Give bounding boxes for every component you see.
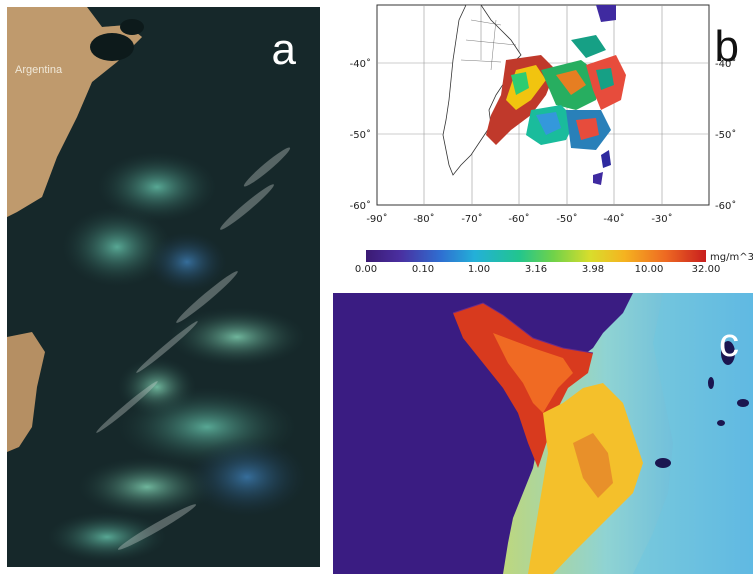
colorbar-tick: 10.00	[634, 264, 664, 275]
y-tick-right: -50˚	[715, 129, 736, 141]
colorbar	[366, 250, 706, 262]
panel-letter-c: c	[719, 321, 739, 365]
x-tick: -50˚	[556, 213, 577, 225]
satellite-image	[7, 7, 320, 567]
y-tick-left: -40˚	[350, 58, 371, 70]
colorbar-tick: 1.00	[467, 264, 491, 275]
x-tick: -70˚	[461, 213, 482, 225]
panel-letter-b: b	[714, 22, 739, 71]
chlorophyll-map: -40˚ -50˚ -60˚ -40˚ -50˚ -60˚ -90˚ -80˚ …	[350, 4, 736, 225]
satellite-image-panel: a Argentina	[7, 7, 320, 567]
y-tick-left: -60˚	[350, 200, 371, 212]
y-tick-right: -60˚	[715, 200, 736, 212]
x-tick: -40˚	[603, 213, 624, 225]
colorbar-tick: 3.98	[581, 264, 605, 275]
y-tick-right: -40˚	[715, 58, 736, 70]
chlorophyll-detail-image	[333, 293, 753, 574]
x-tick: -80˚	[413, 213, 434, 225]
colorbar-tick: 0.00	[354, 264, 378, 275]
chlorophyll-detail-panel: c	[333, 293, 753, 574]
colorbar-tick: 32.00	[691, 264, 721, 275]
chlorophyll-map-panel: -40˚ -50˚ -60˚ -40˚ -50˚ -60˚ -90˚ -80˚ …	[331, 0, 753, 290]
colorbar-tick: 0.10	[411, 264, 435, 275]
colorbar-unit: mg/m^3	[710, 252, 753, 263]
colorbar-tick: 3.16	[524, 264, 548, 275]
country-label: Argentina	[15, 64, 63, 76]
x-tick: -90˚	[366, 213, 387, 225]
x-tick: -30˚	[651, 213, 672, 225]
panel-letter-a: a	[271, 25, 296, 74]
x-tick: -60˚	[508, 213, 529, 225]
y-tick-left: -50˚	[350, 129, 371, 141]
